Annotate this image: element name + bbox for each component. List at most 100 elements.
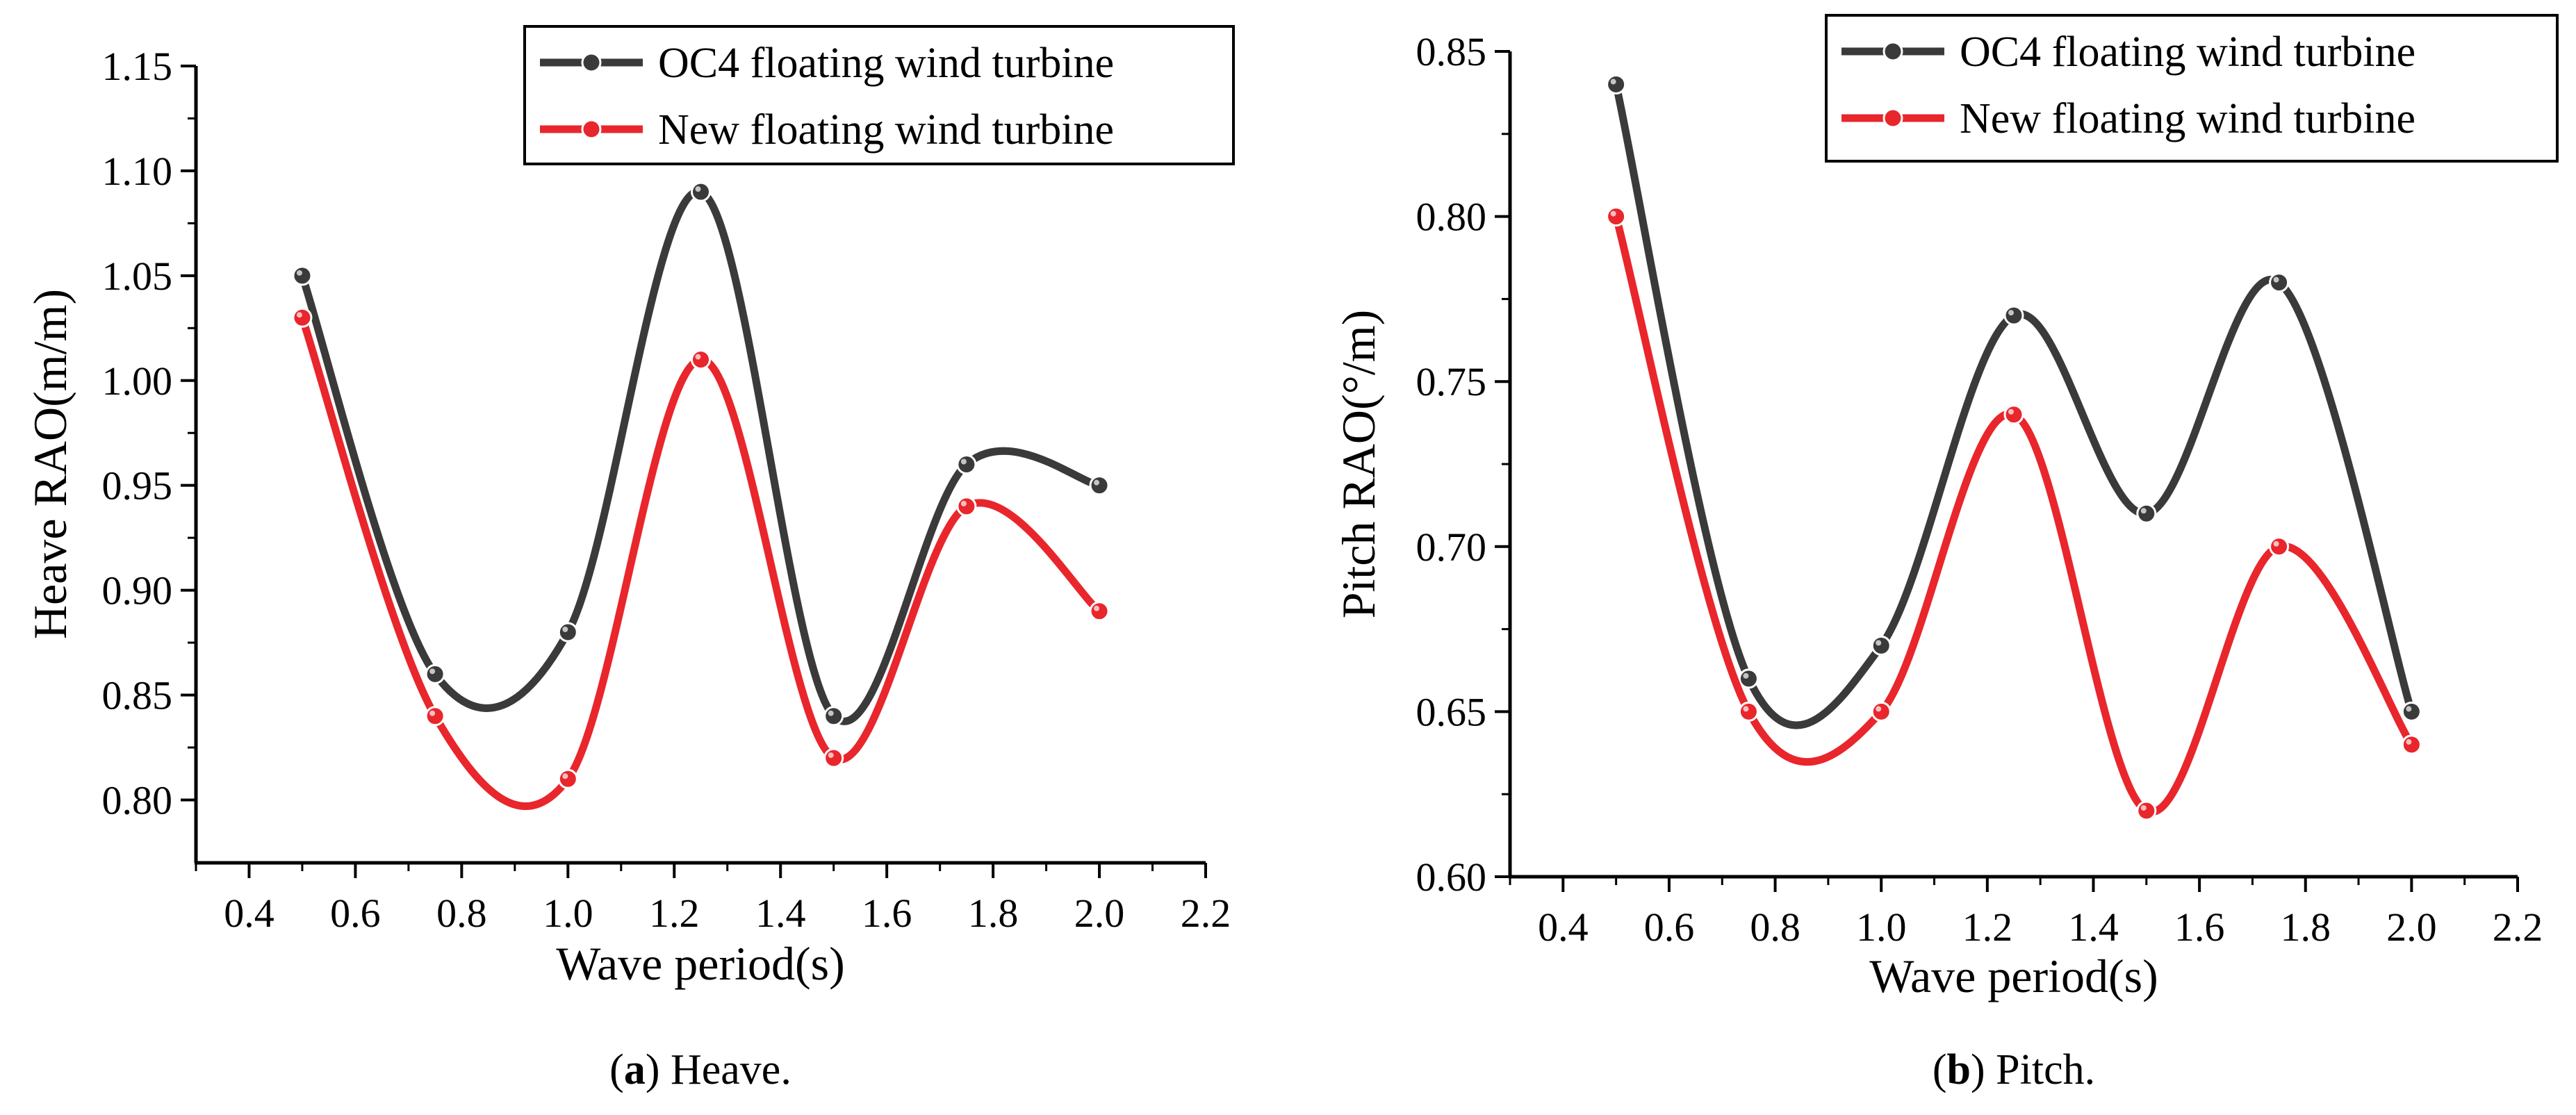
data-point [2401, 734, 2422, 755]
data-point [2269, 272, 2290, 293]
data-point-highlight [1094, 479, 1100, 486]
x-tick-label: 0.4 [224, 891, 274, 936]
data-point [425, 706, 445, 727]
y-tick-label: 0.65 [1416, 689, 1487, 734]
caption-close-paren: ) [1971, 1046, 1985, 1093]
data-point-highlight [2140, 508, 2147, 514]
data-point-highlight [562, 773, 568, 779]
y-tick-label: 0.95 [102, 463, 173, 509]
data-point [823, 706, 844, 727]
data-point-highlight [1610, 79, 1616, 85]
data-point-highlight [828, 710, 834, 716]
y-tick-label: 1.15 [102, 44, 173, 89]
x-tick-label: 1.6 [2174, 905, 2225, 950]
y-tick-label: 1.10 [102, 149, 173, 194]
data-point [1606, 206, 1627, 227]
data-point [1871, 701, 1892, 722]
heave-chart-panel: 0.4 0.6 0.8 1.0 1.2 1.4 1.6 1.8 2.0 2.2 0.80 0.85 0.… [24, 25, 1235, 1093]
x-axis-title: Wave period(s) [1869, 950, 2158, 1002]
series-line [298, 313, 1104, 810]
caption-close-paren: ) [646, 1046, 660, 1093]
y-tick-label: 1.05 [102, 254, 173, 299]
x-tick-label: 0.4 [1538, 905, 1589, 950]
data-point [2003, 305, 2024, 326]
data-point-highlight [1876, 640, 1882, 646]
data-point [2401, 701, 2422, 722]
y-tick-label: 1.00 [102, 358, 173, 404]
data-point-highlight [429, 710, 436, 716]
x-tick-label: 1.4 [2068, 905, 2119, 950]
caption-letter: a [624, 1046, 646, 1093]
series-new [1606, 206, 2422, 821]
y-tick-label: 0.85 [102, 673, 173, 718]
figure-caption: (b) Pitch. [1933, 1046, 2095, 1093]
data-point-highlight [2273, 540, 2279, 547]
data-point-highlight [2406, 706, 2412, 712]
y-tick-label: 0.70 [1416, 525, 1487, 570]
data-point [1871, 635, 1892, 656]
figure-caption: (a) Heave. [609, 1046, 791, 1093]
y-tick-label: 0.75 [1416, 359, 1487, 404]
x-tick-label: 1.8 [2280, 905, 2331, 950]
y-axis-title: Pitch RAO(°/m) [1332, 310, 1385, 619]
x-axis-title: Wave period(s) [556, 937, 845, 990]
data-point-highlight [296, 312, 302, 318]
data-point-highlight [2008, 310, 2014, 316]
x-tick-label: 1.2 [649, 891, 700, 936]
series-line [298, 188, 1104, 725]
data-point-highlight [429, 668, 436, 675]
data-point [2003, 404, 2024, 425]
data-point-highlight [2140, 804, 2147, 811]
data-point-highlight [1876, 706, 1882, 712]
series-new [292, 307, 1110, 810]
y-tick-label: 0.80 [1416, 195, 1487, 240]
data-point [1738, 668, 1759, 689]
caption-text: Heave. [659, 1046, 791, 1093]
data-point-highlight [296, 270, 302, 276]
data-point [956, 496, 977, 517]
legend-label: New floating wind turbine [658, 106, 1114, 154]
data-point-highlight [2273, 276, 2279, 283]
x-tick-label: 0.6 [330, 891, 381, 936]
legend-swatch-marker [1882, 41, 1903, 62]
data-point [557, 768, 578, 789]
data-point-highlight [1610, 210, 1616, 217]
series-oc4 [292, 181, 1110, 727]
legend-swatch-marker [581, 119, 602, 140]
data-point [425, 663, 445, 684]
data-point [823, 748, 844, 768]
y-tick-label: 0.60 [1416, 854, 1487, 900]
data-point [292, 307, 313, 328]
caption-open-paren: ( [609, 1046, 624, 1093]
legend-box [523, 25, 1235, 165]
legend: OC4 floating wind turbine New floating wi… [523, 25, 1235, 165]
x-tick-label: 0.8 [436, 891, 487, 936]
legend-label: New floating wind turbine [1960, 95, 2415, 142]
data-point [2269, 536, 2290, 557]
data-point-highlight [960, 459, 967, 465]
caption-letter: b [1947, 1046, 1971, 1093]
x-tick-label: 2.0 [1074, 891, 1125, 936]
data-point [292, 265, 313, 286]
legend-swatch-marker [581, 52, 602, 73]
data-point [1606, 74, 1627, 95]
y-tick-label: 0.80 [102, 777, 173, 823]
legend-swatch-marker [1882, 108, 1903, 129]
x-tick-label: 1.4 [755, 891, 806, 936]
data-point-highlight [562, 626, 568, 632]
data-point-highlight [695, 186, 701, 192]
x-tick-label: 1.2 [1962, 905, 2013, 950]
y-tick-label: 0.90 [102, 568, 173, 613]
series-oc4 [1606, 74, 2422, 729]
data-point-highlight [828, 752, 834, 759]
data-point-highlight [2008, 408, 2014, 415]
data-point [1738, 701, 1759, 722]
data-point [691, 349, 711, 370]
legend: OC4 floating wind turbine New floating wi… [1825, 14, 2559, 163]
data-point-highlight [695, 354, 701, 360]
data-point-highlight [1743, 706, 1749, 712]
y-axis-title: Heave RAO(m/m) [24, 289, 76, 639]
x-tick-label: 2.0 [2386, 905, 2437, 950]
x-tick-label: 1.0 [1856, 905, 1907, 950]
data-point-highlight [1743, 672, 1749, 679]
